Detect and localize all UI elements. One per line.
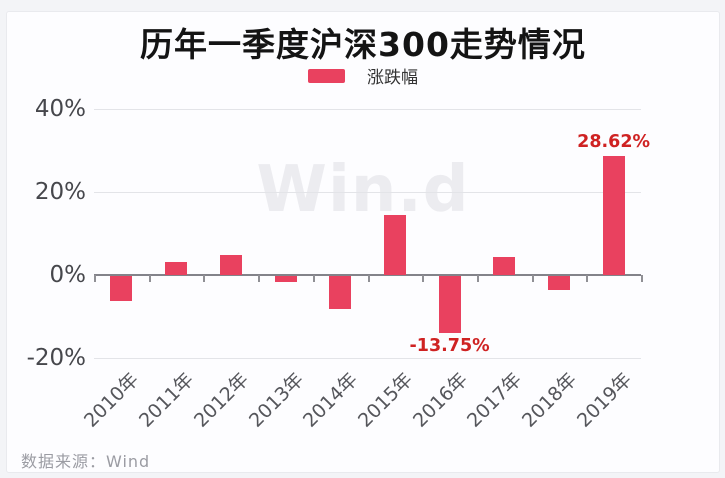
legend-swatch-icon	[308, 68, 345, 83]
bar[interactable]	[493, 257, 516, 275]
x-axis-label: 2019年	[572, 368, 636, 432]
y-axis-label: 40%	[34, 96, 86, 122]
x-axis-label: 2010年	[80, 368, 144, 432]
legend-label: 涨跌幅	[367, 68, 418, 88]
x-axis-label: 2014年	[299, 368, 363, 432]
x-axis-tick	[203, 275, 206, 282]
x-axis-tick	[258, 275, 261, 282]
x-axis-tick	[367, 275, 370, 282]
data-label: 28.62%	[577, 132, 651, 152]
data-source: 数据来源：Wind	[21, 452, 151, 471]
plot-area: Win.d 40% 20% 0% -20% 2010年 2011年 2012年 2013年 20…	[7, 12, 719, 472]
y-axis-label: -20%	[26, 345, 86, 371]
chart-title: 历年一季度沪深300走势情况	[140, 25, 586, 64]
gridline	[94, 192, 641, 193]
x-axis-tick	[476, 275, 479, 282]
x-axis-label: 2017年	[463, 368, 527, 432]
x-axis-tick	[586, 275, 589, 282]
x-axis-tick	[148, 275, 151, 282]
x-axis-label: 2015年	[353, 368, 418, 432]
x-axis-label: 2012年	[189, 368, 253, 432]
x-axis-label: 2011年	[135, 368, 199, 432]
x-axis-label: 2013年	[244, 368, 308, 432]
x-axis-tick	[531, 275, 534, 282]
bar[interactable]	[438, 276, 461, 333]
bar[interactable]	[110, 276, 133, 301]
x-axis-tick	[94, 275, 96, 282]
bar[interactable]	[219, 255, 242, 275]
x-axis-label: 2018年	[517, 368, 582, 432]
bar[interactable]	[165, 262, 188, 275]
y-axis-label: 0%	[49, 262, 87, 288]
chart-card: 历年一季度沪深300走势情况 涨跌幅 Win.d 40% 20% 0% -20% 201…	[6, 11, 720, 473]
bar[interactable]	[383, 215, 406, 275]
x-axis-tick	[312, 275, 315, 282]
y-axis-label: 20%	[34, 179, 86, 205]
gridline	[94, 109, 641, 110]
legend[interactable]: 涨跌幅	[308, 63, 418, 88]
bar[interactable]	[548, 276, 570, 290]
data-label: -13.75%	[409, 336, 490, 356]
x-axis-tick	[641, 275, 643, 282]
bar[interactable]	[602, 156, 625, 275]
bar[interactable]	[274, 276, 297, 282]
x-axis-tick	[422, 275, 425, 282]
gridline	[94, 358, 641, 359]
wind-watermark: Win.d	[256, 153, 470, 227]
x-axis-label: 2016年	[408, 368, 472, 432]
bar[interactable]	[329, 276, 352, 309]
